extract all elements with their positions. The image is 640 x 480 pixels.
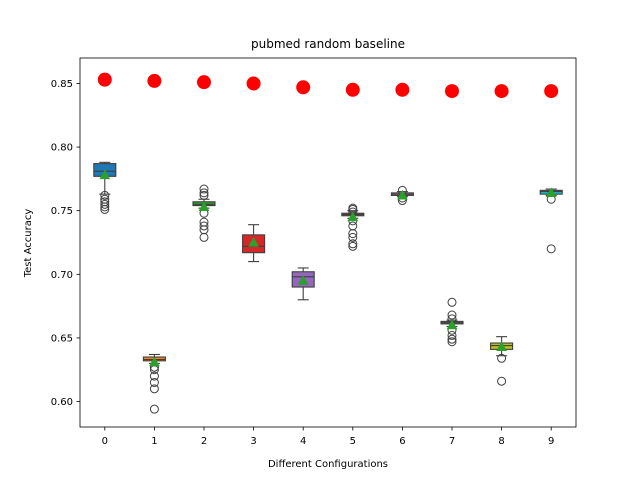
mean-marker — [397, 189, 408, 200]
outlier-point — [447, 330, 457, 340]
plot-frame — [79, 57, 577, 428]
mean-marker — [496, 341, 507, 351]
x-tick-label: 3 — [250, 436, 256, 447]
x-tick-label: 9 — [548, 436, 554, 447]
outlier-point — [199, 232, 209, 242]
baseline-point — [97, 72, 112, 87]
x-tick-label: 6 — [399, 436, 405, 447]
box-2 — [192, 184, 216, 242]
outlier-point — [447, 337, 457, 347]
outlier-point — [149, 384, 159, 394]
x-tick-label: 2 — [201, 436, 207, 447]
y-tick-label: 0.85 — [51, 79, 73, 90]
y-tick-label: 0.80 — [51, 143, 73, 154]
outlier-point — [447, 310, 457, 320]
mean-marker — [297, 275, 309, 285]
y-tick-label: 0.70 — [51, 270, 73, 281]
x-axis: 0 1 2 3 4 5 6 7 8 9 — [102, 427, 554, 447]
y-tick-label: 0.60 — [51, 397, 73, 408]
outlier-point — [100, 190, 110, 200]
outlier-point — [149, 377, 159, 387]
outlier-point — [497, 353, 507, 363]
baseline-point — [494, 84, 509, 99]
y-tick-label: 0.75 — [51, 206, 73, 217]
box-1 — [142, 353, 166, 414]
outlier-point — [348, 239, 358, 249]
outlier-point — [100, 202, 110, 212]
mean-marker — [248, 236, 259, 247]
mean-marker — [149, 356, 160, 367]
baseline-point — [197, 75, 211, 90]
outlier-point — [149, 404, 159, 414]
x-tick-label: 0 — [102, 436, 108, 447]
outlier-point — [497, 376, 507, 386]
mean-marker — [347, 211, 359, 222]
outlier-point — [100, 199, 110, 209]
box-8 — [490, 336, 514, 386]
baseline-point — [147, 73, 162, 88]
x-axis-label: Different Configurations — [268, 459, 388, 470]
box-0 — [93, 161, 117, 214]
outlier-point — [199, 188, 209, 198]
mean-marker — [446, 319, 458, 330]
box-9 — [539, 187, 563, 254]
box-4 — [291, 267, 315, 301]
x-tick-label: 5 — [350, 436, 356, 447]
baseline-point — [445, 84, 459, 99]
baseline-point — [544, 84, 559, 99]
chart-title: pubmed random baseline — [251, 37, 405, 51]
box-3 — [242, 224, 266, 263]
mean-marker — [198, 201, 210, 211]
outlier-point — [348, 241, 358, 251]
outlier-point — [447, 297, 457, 307]
baseline-point — [246, 76, 261, 91]
outlier-point — [199, 190, 209, 200]
outlier-point — [100, 204, 110, 214]
x-tick-label: 1 — [151, 436, 157, 447]
x-tick-label: 8 — [498, 436, 504, 447]
outlier-point — [348, 221, 358, 231]
box-5 — [341, 203, 365, 251]
y-tick-label: 0.65 — [51, 333, 73, 344]
outlier-point — [348, 232, 358, 242]
y-axis: 0.60 0.65 0.70 0.75 0.80 0.85 — [51, 79, 80, 408]
baseline-point — [395, 82, 410, 97]
box-7 — [440, 297, 464, 347]
plot-area — [79, 57, 577, 428]
x-tick-label: 7 — [449, 436, 455, 447]
baseline-point — [296, 80, 311, 95]
outlier-point — [199, 184, 209, 194]
outlier-point — [199, 221, 209, 231]
mean-marker — [99, 169, 111, 180]
outlier-point — [348, 229, 358, 239]
baseline-point — [345, 82, 360, 97]
outlier-point — [149, 371, 159, 381]
outlier-point — [546, 244, 556, 254]
box-6 — [390, 185, 414, 206]
y-axis-label: Test Accuracy — [23, 209, 34, 279]
mean-marker — [545, 187, 557, 197]
outlier-point — [447, 334, 457, 344]
x-tick-label: 4 — [300, 436, 306, 447]
